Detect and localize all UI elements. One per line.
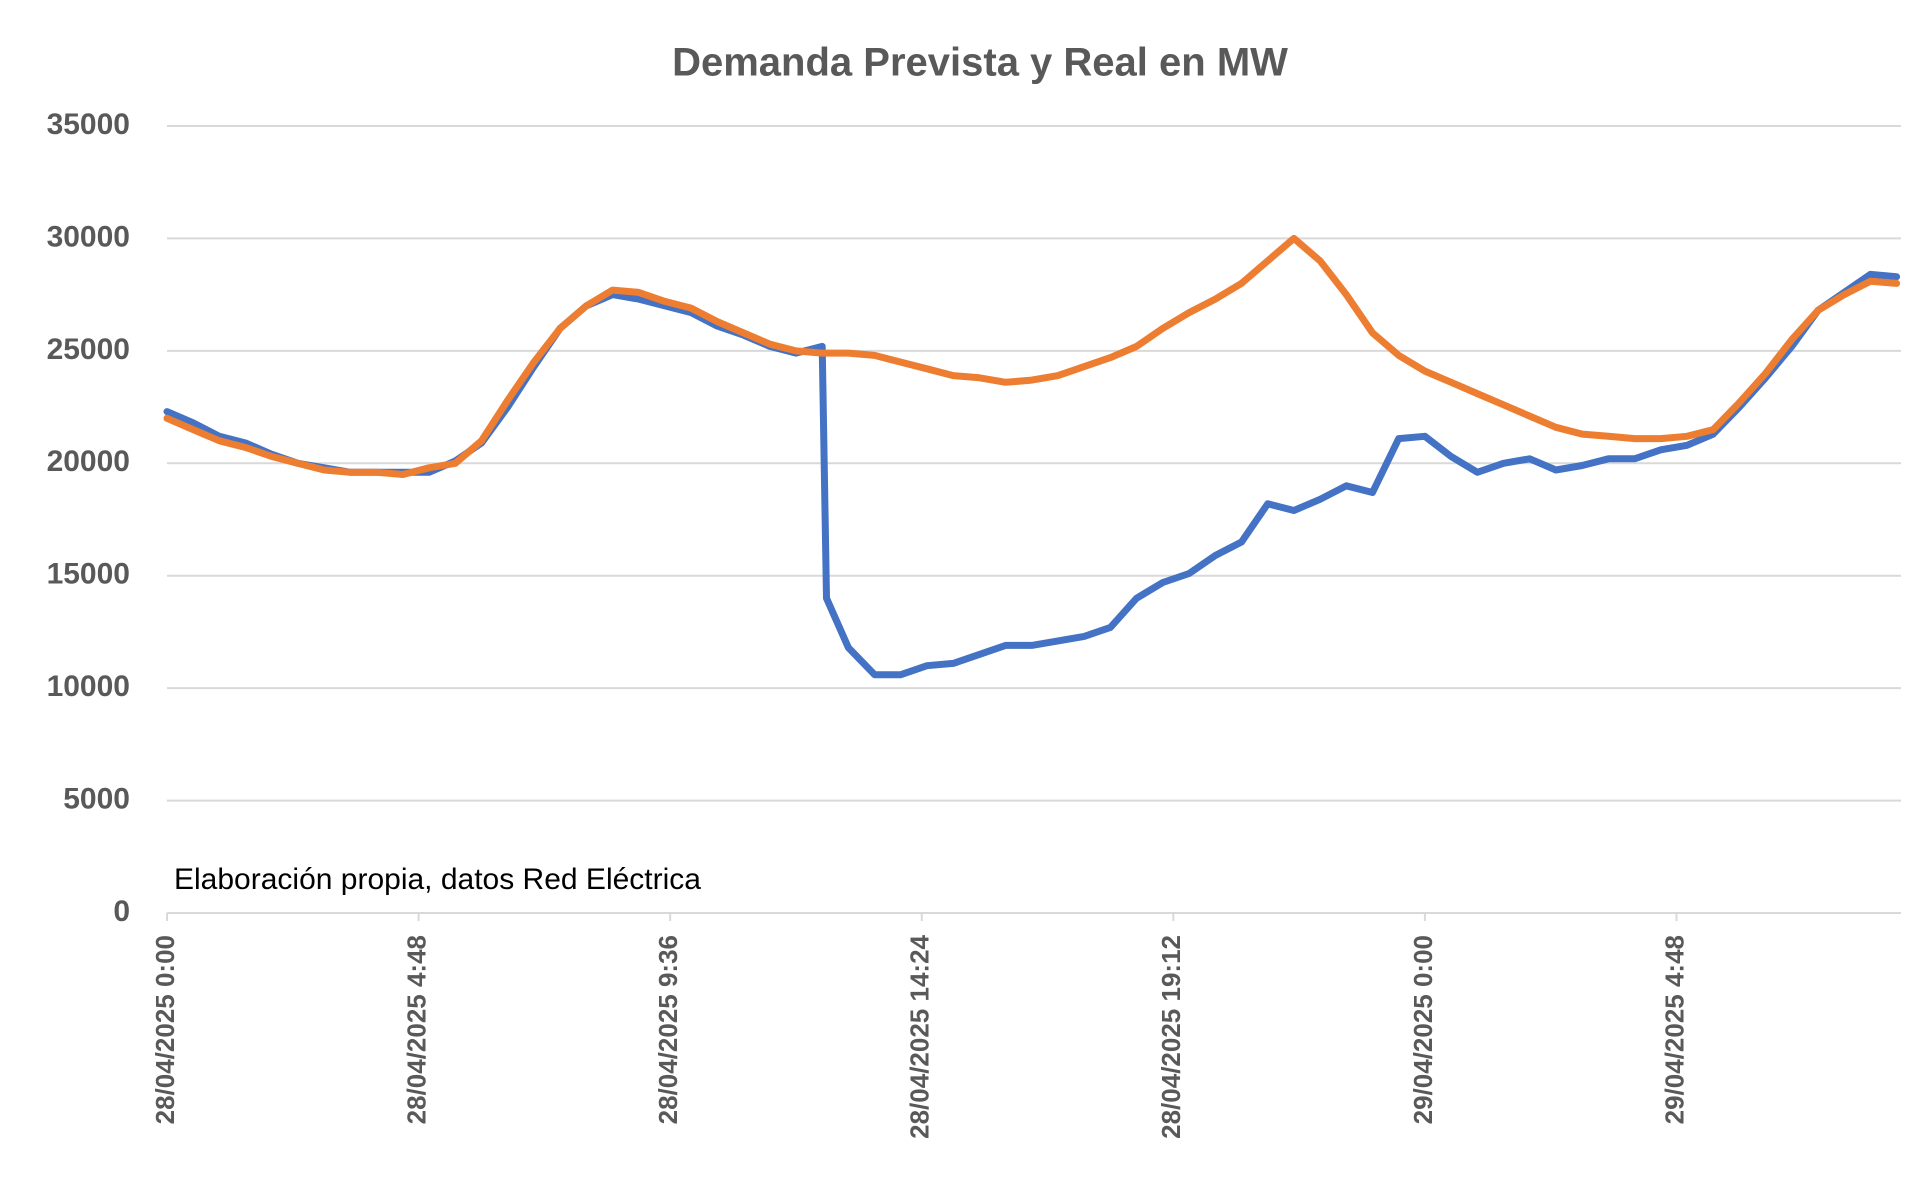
y-tick-label: 35000	[47, 108, 130, 141]
x-tick-label: 29/04/2025 0:00	[1408, 935, 1438, 1124]
y-tick-label: 30000	[47, 220, 130, 253]
x-tick-label: 28/04/2025 19:12	[1156, 935, 1186, 1139]
x-tick-label: 28/04/2025 0:00	[150, 935, 180, 1124]
series-line	[163, 234, 1901, 478]
x-tick-label: 28/04/2025 9:36	[653, 935, 683, 1124]
y-tick-label: 5000	[63, 782, 130, 815]
series-line	[163, 270, 1901, 679]
y-tick-label: 0	[113, 895, 130, 928]
y-tick-label: 20000	[47, 445, 130, 478]
annotation: Elaboración propia, datos Red Eléctrica	[174, 863, 701, 896]
x-tick-label: 28/04/2025 14:24	[905, 934, 935, 1138]
x-tick-label: 29/04/2025 4:48	[1659, 935, 1689, 1124]
y-tick-label: 10000	[47, 670, 130, 703]
chart-title: Demanda Prevista y Real en MW	[672, 41, 1288, 85]
x-tick-label: 28/04/2025 4:48	[401, 935, 431, 1124]
y-tick-label: 15000	[47, 558, 130, 591]
y-tick-label: 25000	[47, 333, 130, 366]
